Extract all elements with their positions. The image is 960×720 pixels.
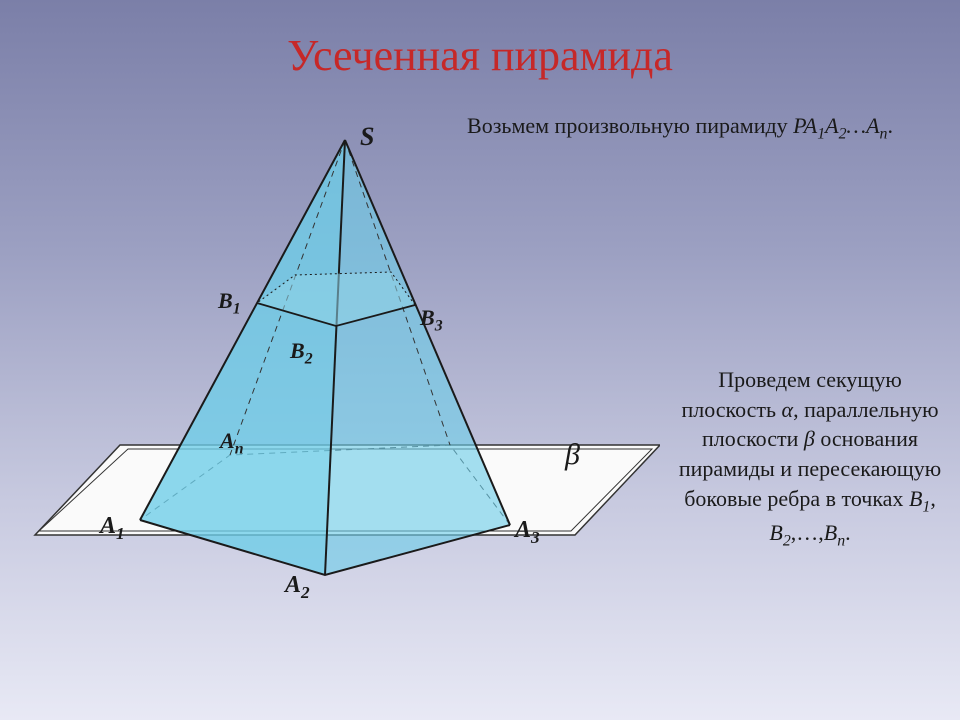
label-S: S (360, 122, 374, 152)
t2-c1: , (930, 486, 936, 511)
label-A2: A2 (285, 572, 310, 603)
t1-PA: PA (793, 113, 817, 138)
label-B2: B2 (290, 338, 313, 368)
t1-s2: 2 (839, 125, 847, 142)
t1-end: . (887, 113, 893, 138)
label-beta: β (565, 438, 580, 472)
paragraph-2: Проведем секущую плоскость α, параллельн… (670, 365, 950, 551)
label-An: An (220, 428, 244, 458)
t1-A2: A (825, 113, 838, 138)
t1-dots: … (847, 113, 867, 138)
label-B1: B1 (218, 288, 241, 318)
t2-dot: . (845, 520, 851, 545)
label-A1: A1 (100, 513, 125, 544)
t1-s1: 1 (817, 125, 825, 142)
diagram: S B1 B3 B2 An A1 A3 A2 β (20, 120, 660, 700)
t1-An: A (866, 113, 879, 138)
label-B3: B3 (420, 305, 443, 335)
t2-beta: β (804, 426, 815, 451)
label-A3: A3 (515, 517, 540, 548)
t2-Bn: B (824, 520, 837, 545)
t2-B2s: 2 (783, 532, 791, 549)
t2-cd: ,…, (791, 520, 824, 545)
page-title: Усеченная пирамида (0, 30, 960, 81)
pyramid-svg (20, 120, 660, 700)
t2-Bns: n (837, 532, 845, 549)
t2-B1: B (909, 486, 922, 511)
t2-alpha: α (782, 397, 794, 422)
t2-B2: B (769, 520, 782, 545)
